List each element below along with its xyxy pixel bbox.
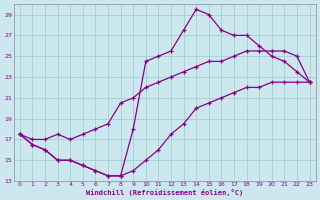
X-axis label: Windchill (Refroidissement éolien,°C): Windchill (Refroidissement éolien,°C) [86, 189, 243, 196]
